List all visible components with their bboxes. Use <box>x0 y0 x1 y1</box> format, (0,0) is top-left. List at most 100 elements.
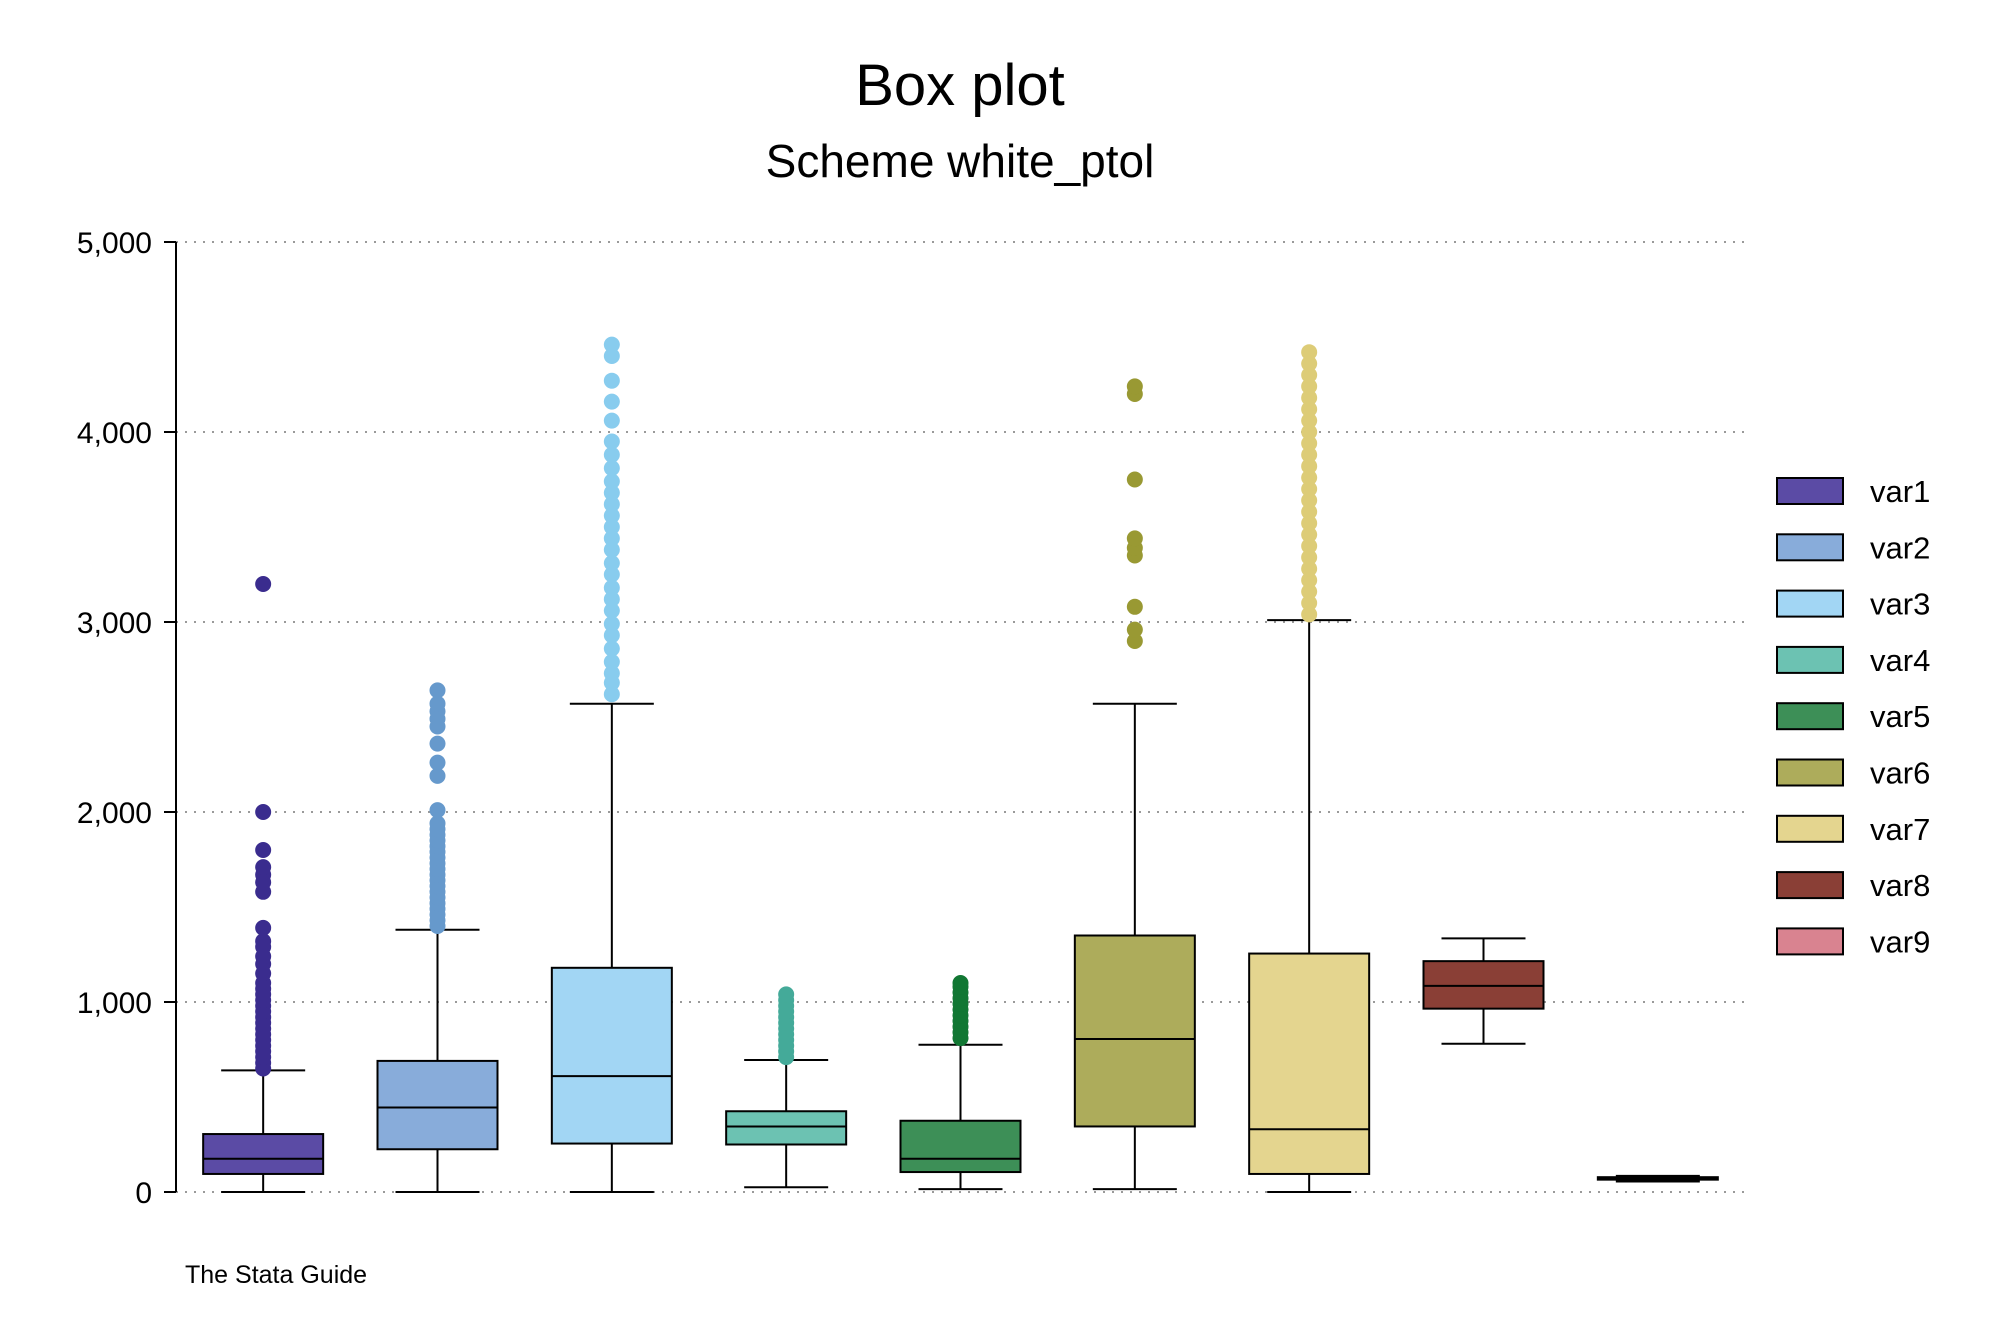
legend-swatch <box>1776 533 1844 562</box>
outlier-point <box>603 566 620 583</box>
y-tick-label: 4,000 <box>77 417 152 450</box>
legend-swatch <box>1776 814 1844 843</box>
box-var7 <box>1248 344 1371 1193</box>
iqr-box <box>725 1110 848 1146</box>
chart-note: The Stata Guide <box>185 1261 367 1289</box>
outlier-point <box>1301 481 1318 497</box>
outlier-point <box>429 815 446 832</box>
legend-swatch <box>1776 871 1844 900</box>
chart-title: Box plot <box>855 53 1065 118</box>
outlier-point <box>603 433 620 450</box>
outlier-point <box>603 541 620 558</box>
outlier-point <box>1301 549 1318 566</box>
outlier-point <box>429 754 446 771</box>
legend-label: var6 <box>1870 756 1930 791</box>
box-var5 <box>899 975 1022 1191</box>
outlier-point <box>1126 633 1143 649</box>
outlier-point <box>429 767 446 784</box>
outlier-point <box>603 519 620 535</box>
outlier-point <box>1301 446 1318 463</box>
iqr-box <box>202 1133 325 1175</box>
outlier-point <box>1301 378 1318 395</box>
outlier-point <box>603 484 620 501</box>
outlier-point <box>1301 458 1318 475</box>
legend-label: var5 <box>1870 699 1930 734</box>
outlier-point <box>1301 412 1318 429</box>
outlier-point <box>603 372 620 389</box>
legend-label: var4 <box>1870 643 1930 678</box>
legend-swatch <box>1776 477 1844 505</box>
legend-item-var9: var9 <box>1776 924 1930 959</box>
legend-swatch <box>1776 927 1844 956</box>
outlier-point <box>1301 469 1318 486</box>
outlier-point <box>255 576 272 592</box>
outlier-point <box>255 804 272 820</box>
outlier-point <box>1126 471 1143 488</box>
outlier-point <box>603 555 620 572</box>
outlier-point <box>1301 572 1318 589</box>
outlier-point <box>1301 355 1318 372</box>
outlier-point <box>1301 401 1318 418</box>
legend-item-var3: var3 <box>1776 587 1930 622</box>
y-tick-label: 3,000 <box>77 607 152 640</box>
outlier-point <box>603 602 620 619</box>
outlier-point <box>429 695 446 712</box>
legend-swatch <box>1776 758 1844 787</box>
outlier-point <box>1126 621 1143 638</box>
legend-item-var8: var8 <box>1776 868 1930 903</box>
legend-label: var9 <box>1870 924 1930 959</box>
legend-label: var2 <box>1870 530 1930 565</box>
outlier-point <box>603 579 620 596</box>
outlier-point <box>603 446 620 463</box>
legend-item-var2: var2 <box>1776 530 1930 565</box>
outlier-point <box>1126 530 1143 547</box>
outlier-point <box>952 975 969 991</box>
outlier-point <box>1301 595 1318 611</box>
outlier-point <box>603 460 620 477</box>
legend-label: var3 <box>1870 587 1930 622</box>
outlier-point <box>1126 598 1143 615</box>
outlier-point <box>603 591 620 608</box>
outlier-point <box>255 919 272 936</box>
box-var3 <box>550 336 673 1193</box>
outlier-point <box>1301 538 1318 554</box>
outlier-point <box>603 640 620 657</box>
legend-label: var7 <box>1870 812 1930 847</box>
outlier-point <box>603 507 620 524</box>
outlier-point <box>1301 526 1318 543</box>
outlier-point <box>603 496 620 513</box>
legend-item-var7: var7 <box>1776 812 1930 847</box>
outlier-point <box>603 615 620 632</box>
outlier-point <box>255 859 272 876</box>
iqr-box <box>899 1119 1022 1174</box>
outlier-point <box>429 802 446 819</box>
iqr-box <box>550 966 673 1145</box>
outlier-point <box>1301 389 1318 406</box>
outlier-point <box>1301 503 1318 520</box>
outlier-point <box>603 653 620 670</box>
legend-swatch <box>1776 645 1844 674</box>
legend-item-var5: var5 <box>1776 699 1930 734</box>
outlier-point <box>603 530 620 547</box>
box-var4 <box>725 986 848 1189</box>
outlier-point <box>1301 424 1318 440</box>
box-var8 <box>1422 937 1545 1045</box>
outlier-point <box>603 627 620 644</box>
legend: var1 var2 var3 var4 var5 var6 var7 var8 var9 <box>1776 474 1930 959</box>
outlier-point <box>603 412 620 429</box>
box-series <box>202 336 1719 1193</box>
iqr-box <box>1248 952 1371 1175</box>
legend-item-var4: var4 <box>1776 643 1930 678</box>
outlier-point <box>603 473 620 490</box>
outlier-point <box>603 348 620 364</box>
box-var1 <box>202 576 325 1193</box>
outlier-point <box>1301 583 1318 600</box>
y-axis: 0 1,000 2,000 3,000 4,000 5,000 <box>77 227 177 1210</box>
outlier-point <box>778 986 795 1003</box>
box-var9 <box>1596 1174 1719 1183</box>
y-tick-label: 0 <box>135 1177 152 1210</box>
chart-subtitle: Scheme white_ptol <box>766 135 1155 187</box>
outlier-point <box>255 842 272 858</box>
y-tick-label: 1,000 <box>77 987 152 1020</box>
